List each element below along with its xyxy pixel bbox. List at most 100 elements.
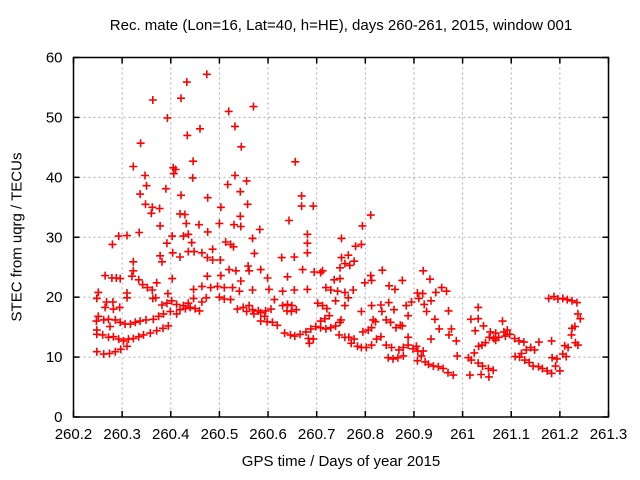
scatter-marker [322, 304, 331, 313]
scatter-marker [398, 321, 407, 330]
scatter-marker [189, 285, 198, 294]
scatter-marker [148, 203, 157, 212]
scatter-marker [303, 248, 312, 257]
scatter-marker [181, 304, 190, 313]
scatter-marker [215, 293, 224, 302]
scatter-marker [548, 353, 557, 362]
scatter-marker [318, 266, 327, 275]
scatter-marker [197, 282, 206, 291]
scatter-marker [231, 171, 239, 180]
scatter-marker [94, 288, 103, 297]
scatter-marker [367, 341, 376, 350]
scatter-marker [489, 366, 498, 375]
scatter-marker [555, 366, 564, 375]
scatter-marker [418, 289, 427, 298]
scatter-marker [431, 288, 440, 297]
scatter-marker [474, 342, 483, 351]
scatter-marker [285, 216, 293, 225]
scatter-marker [519, 338, 528, 347]
scatter-marker [340, 259, 349, 268]
y-tick-label: 10 [46, 349, 63, 366]
y-tick-label: 0 [54, 409, 62, 426]
scatter-marker [306, 324, 315, 333]
scatter-marker [216, 271, 225, 280]
scatter-marker [197, 298, 206, 306]
scatter-marker [152, 278, 161, 287]
scatter-marker [311, 322, 320, 331]
scatter-marker [517, 349, 526, 358]
scatter-marker [123, 342, 131, 351]
scatter-marker [265, 285, 273, 294]
scatter-marker [376, 301, 385, 309]
scatter-marker [367, 301, 376, 310]
scatter-marker [278, 301, 287, 310]
scatter-marker [92, 317, 101, 326]
scatter-marker [101, 271, 110, 280]
scatter-marker [402, 301, 411, 310]
scatter-marker [156, 251, 165, 260]
scatter-marker [267, 305, 275, 314]
scatter-marker [330, 275, 339, 284]
scatter-marker [386, 318, 395, 327]
scatter-marker [221, 238, 230, 246]
scatter-marker [466, 315, 475, 324]
scatter-marker [419, 266, 428, 275]
scatter-marker [233, 305, 242, 314]
scatter-marker [116, 274, 125, 283]
scatter-marker [366, 211, 375, 220]
scatter-marker [360, 278, 369, 287]
scatter-marker [362, 343, 371, 352]
scatter-marker [171, 165, 180, 174]
scatter-marker [208, 245, 217, 254]
scatter-marker [387, 343, 396, 352]
scatter-marker [230, 220, 238, 229]
scatter-marker [558, 294, 567, 303]
scatter-marker [202, 70, 211, 79]
x-tick-label: 261.2 [541, 426, 579, 443]
scatter-marker [292, 305, 301, 314]
scatter-marker [515, 336, 523, 345]
scatter-marker [138, 280, 147, 289]
scatter-marker [136, 139, 145, 148]
scatter-marker [231, 122, 239, 131]
scatter-marker [372, 335, 381, 344]
scatter-marker [245, 266, 254, 275]
scatter-marker [344, 251, 353, 260]
scatter-marker [104, 315, 113, 324]
scatter-marker [449, 371, 458, 380]
scatter-marker [486, 327, 495, 336]
chart-title: Rec. mate (Lon=16, Lat=40, h=HE), days 2… [109, 17, 573, 34]
scatter-marker [286, 330, 295, 339]
scatter-marker [484, 372, 493, 381]
scatter-marker [98, 330, 107, 339]
scatter-marker [290, 286, 299, 294]
scatter-marker [215, 219, 224, 228]
scatter-marker [161, 184, 170, 193]
scatter-marker [203, 227, 212, 236]
scatter-marker [484, 364, 493, 373]
scatter-marker [313, 299, 322, 308]
scatter-marker [325, 311, 334, 320]
scatter-marker [263, 274, 272, 282]
y-tick-label: 50 [46, 109, 63, 126]
scatter-marker [243, 200, 252, 209]
scatter-marker [510, 334, 519, 343]
scatter-marker [162, 299, 171, 308]
scatter-marker [420, 300, 429, 309]
scatter-marker [419, 347, 428, 356]
scatter-marker [296, 330, 305, 339]
scatter-marker [261, 306, 270, 315]
scatter-marker [106, 322, 114, 331]
scatter-marker [141, 200, 150, 209]
plot-border [72, 56, 610, 418]
scatter-marker [242, 176, 251, 185]
scatter-marker [291, 157, 300, 166]
scatter-marker [188, 173, 197, 182]
scatter-marker [163, 289, 172, 298]
scatter-marker [485, 333, 494, 342]
scatter-marker [159, 324, 167, 333]
scatter-marker [129, 257, 138, 266]
scatter-marker [115, 303, 124, 312]
